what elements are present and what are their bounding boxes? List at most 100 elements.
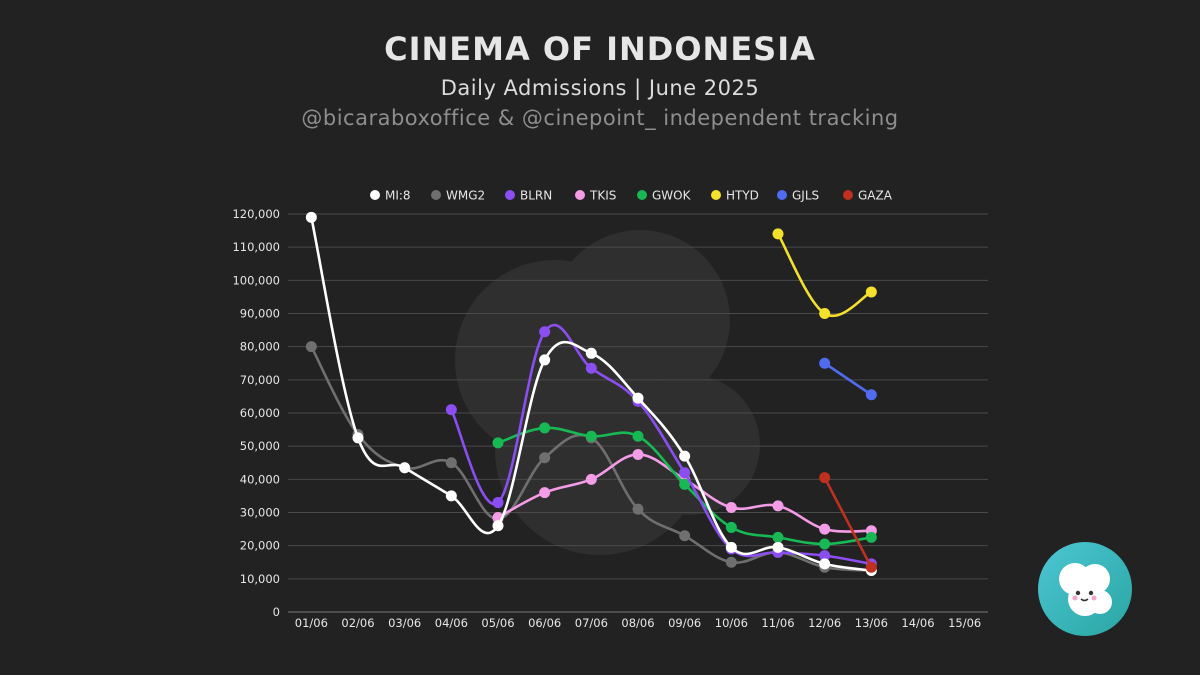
data-point-tkis xyxy=(539,487,551,499)
legend-label: MI:8 xyxy=(385,189,411,203)
series-gjls xyxy=(819,357,877,401)
data-point-htyd xyxy=(819,308,831,319)
data-point-tkis xyxy=(725,502,737,514)
data-point-mi-8 xyxy=(492,520,504,532)
x-tick-label: 03/06 xyxy=(388,616,421,630)
data-point-tkis xyxy=(585,473,597,485)
data-point-tkis xyxy=(772,500,784,512)
chart-title: CINEMA OF INDONESIA xyxy=(384,30,816,68)
legend-label: HTYD xyxy=(726,189,759,203)
data-point-gaza xyxy=(865,561,877,573)
series-htyd xyxy=(772,228,877,319)
x-tick-label: 12/06 xyxy=(808,616,841,630)
legend-label: WMG2 xyxy=(446,189,485,203)
legend-swatch xyxy=(505,190,515,200)
x-tick-label: 15/06 xyxy=(948,616,981,630)
x-tick-label: 04/06 xyxy=(435,616,468,630)
data-point-mi-8 xyxy=(399,462,411,474)
legend-label: GAZA xyxy=(858,189,893,203)
y-tick-label: 100,000 xyxy=(232,273,280,287)
legend-swatch xyxy=(637,190,647,200)
y-tick-label: 70,000 xyxy=(240,373,280,387)
data-point-wmg2 xyxy=(679,530,691,542)
data-point-gwok xyxy=(865,531,877,543)
series-line-gjls xyxy=(823,361,873,397)
x-tick-label: 10/06 xyxy=(715,616,748,630)
series-gwok xyxy=(492,422,877,550)
legend-swatch xyxy=(777,190,787,200)
data-point-mi-8 xyxy=(305,211,317,223)
data-point-mi-8 xyxy=(539,354,551,366)
legend-swatch xyxy=(575,190,585,200)
data-point-gwok xyxy=(772,531,784,543)
x-tick-label: 07/06 xyxy=(575,616,608,630)
y-tick-label: 120,000 xyxy=(232,207,280,221)
legend-label: GWOK xyxy=(652,189,692,203)
chart-credit: @bicaraboxoffice & @cinepoint_ independe… xyxy=(301,106,899,130)
legend-swatch xyxy=(431,190,441,200)
data-point-wmg2 xyxy=(305,341,317,353)
y-tick-label: 60,000 xyxy=(240,406,280,420)
data-point-tkis xyxy=(632,448,644,460)
series-line-gaza xyxy=(823,476,873,569)
legend-item-gwok: GWOK xyxy=(637,189,692,203)
data-point-mi-8 xyxy=(445,490,457,502)
series-gaza xyxy=(819,472,877,573)
data-point-gwok xyxy=(492,437,504,449)
series-layer xyxy=(305,211,877,577)
data-point-wmg2 xyxy=(632,503,644,515)
legend-label: TKIS xyxy=(589,189,616,203)
data-point-gwok xyxy=(819,538,831,550)
data-point-blrn xyxy=(585,362,597,374)
series-mi-8 xyxy=(305,211,877,577)
x-tick-label: 01/06 xyxy=(295,616,328,630)
x-tick-label: 13/06 xyxy=(855,616,888,630)
data-point-blrn xyxy=(492,497,504,509)
data-point-blrn xyxy=(679,467,691,479)
data-point-gwok xyxy=(539,422,551,434)
data-point-mi-8 xyxy=(585,347,597,359)
grid-lines xyxy=(288,213,988,613)
y-tick-label: 10,000 xyxy=(240,572,280,586)
legend-item-blrn: BLRN xyxy=(505,189,552,203)
y-tick-label: 30,000 xyxy=(240,506,280,520)
y-tick-label: 20,000 xyxy=(240,539,280,553)
data-point-wmg2 xyxy=(725,556,737,568)
data-point-gwok xyxy=(725,521,737,533)
data-point-htyd xyxy=(772,228,784,240)
legend-item-htyd: HTYD xyxy=(711,189,759,203)
x-tick-label: 14/06 xyxy=(901,616,934,630)
series-line-mi-8 xyxy=(310,216,873,572)
x-tick-label: 09/06 xyxy=(668,616,701,630)
data-point-gaza xyxy=(819,472,831,484)
legend-label: BLRN xyxy=(520,189,552,203)
legend-item-gaza: GAZA xyxy=(843,189,893,203)
data-point-wmg2 xyxy=(539,452,551,464)
data-point-wmg2 xyxy=(445,457,457,469)
data-point-blrn xyxy=(445,404,457,416)
data-point-mi-8 xyxy=(772,541,784,553)
x-tick-label: 06/06 xyxy=(528,616,561,630)
y-tick-label: 80,000 xyxy=(240,340,280,354)
series-line-htyd xyxy=(776,232,873,317)
x-tick-label: 02/06 xyxy=(341,616,374,630)
legend: MI:8 WMG2 BLRN TKIS GWOK HTYD GJLS GAZA xyxy=(370,189,893,203)
x-tick-label: 08/06 xyxy=(621,616,654,630)
data-point-gwok xyxy=(585,430,597,442)
y-tick-label: 110,000 xyxy=(232,240,280,254)
y-tick-label: 0 xyxy=(273,605,280,619)
y-tick-label: 50,000 xyxy=(240,439,280,453)
y-tick-label: 90,000 xyxy=(240,307,280,321)
legend-item-wmg2: WMG2 xyxy=(431,189,485,203)
brand-logo xyxy=(1038,542,1132,636)
legend-label: GJLS xyxy=(792,189,819,203)
x-tick-label: 11/06 xyxy=(761,616,794,630)
legend-swatch xyxy=(843,190,853,200)
data-point-blrn xyxy=(539,326,551,338)
data-point-tkis xyxy=(819,523,831,535)
legend-swatch xyxy=(370,190,380,200)
data-point-htyd xyxy=(865,286,877,298)
x-axis: 01/06 02/06 03/06 04/06 05/06 06/06 07/06 08/06… xyxy=(295,616,981,630)
data-point-mi-8 xyxy=(352,432,364,444)
